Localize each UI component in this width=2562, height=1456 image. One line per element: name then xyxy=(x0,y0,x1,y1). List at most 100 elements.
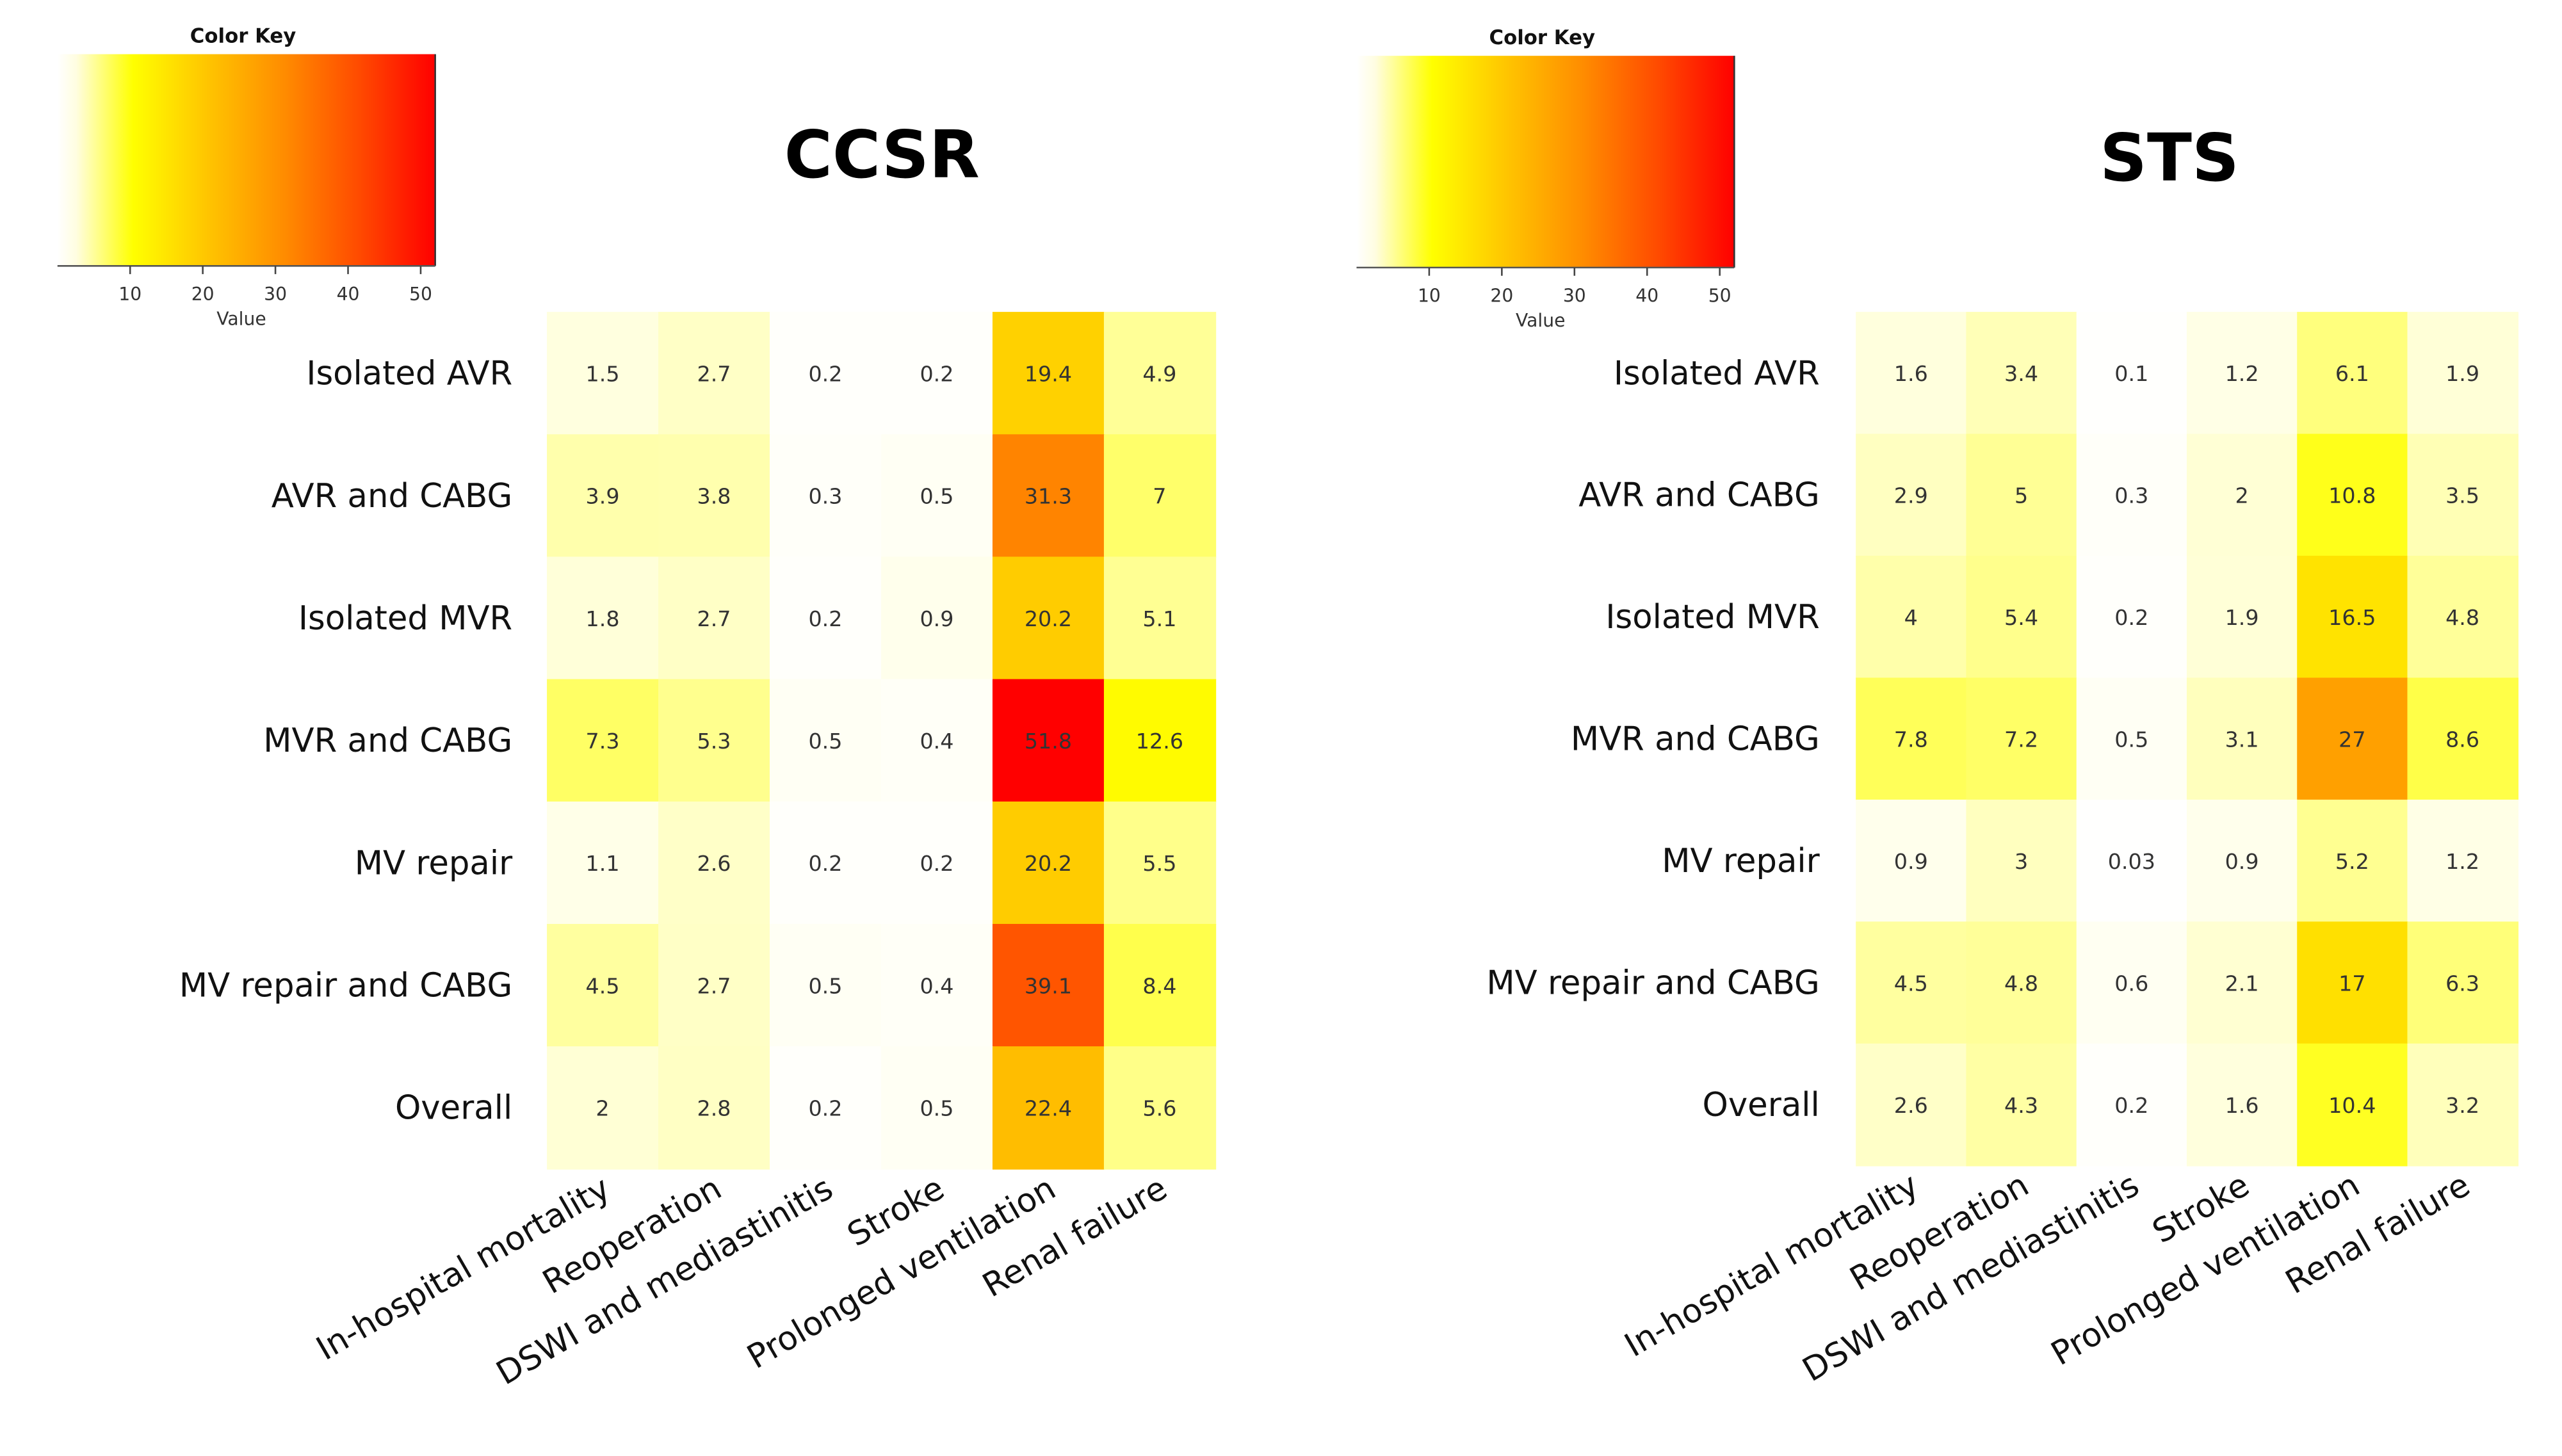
cell-value: 0.4 xyxy=(920,729,953,754)
color-key-title: Color Key xyxy=(1489,26,1596,49)
cell-value: 7.3 xyxy=(586,729,620,754)
heatmap-cell xyxy=(2297,799,2408,923)
cell-value: 2 xyxy=(596,1096,609,1121)
heatmap-cell xyxy=(1856,1043,1967,1167)
heatmap-cell xyxy=(992,556,1105,680)
cell-value: 27 xyxy=(2339,727,2365,752)
cell-value: 19.4 xyxy=(1025,362,1072,387)
cell-value: 7 xyxy=(1153,484,1166,509)
cell-value: 39.1 xyxy=(1025,973,1072,998)
heatmap-cell xyxy=(547,679,660,803)
row-label: MV repair and CABG xyxy=(1486,964,1819,1003)
heatmap-cell xyxy=(1856,921,1967,1045)
heatmap-cell xyxy=(2186,921,2298,1045)
heatmap-cell xyxy=(2076,677,2188,801)
heatmap-cell xyxy=(1966,555,2077,679)
heatmap-cell xyxy=(1103,923,1217,1048)
chart-title: STS xyxy=(2100,120,2239,197)
heatmap-cell xyxy=(1103,312,1217,435)
heatmap-cell xyxy=(1966,677,2077,801)
cell-value: 6.3 xyxy=(2445,971,2479,996)
heatmap-cell xyxy=(658,312,771,435)
heatmap-cell xyxy=(547,801,660,925)
heatmap-cell xyxy=(880,434,994,558)
cell-value: 5.2 xyxy=(2335,849,2369,874)
heatmap-cell xyxy=(2297,1043,2408,1167)
cell-value: 1.2 xyxy=(2225,361,2259,386)
heatmap-cell xyxy=(992,434,1105,558)
cell-value: 3.4 xyxy=(2004,361,2038,386)
cell-value: 20.2 xyxy=(1025,851,1072,876)
cell-value: 10.4 xyxy=(2328,1093,2376,1118)
heatmap-cell xyxy=(2407,433,2519,557)
cell-value: 0.9 xyxy=(1894,849,1928,874)
heatmap-cell xyxy=(658,923,771,1048)
heatmap-cell xyxy=(1966,433,2077,557)
heatmap-cell xyxy=(992,1046,1105,1170)
heatmap-cell xyxy=(2297,921,2408,1045)
heatmap-cell xyxy=(2186,1043,2298,1167)
column-label: Renal failure xyxy=(2279,1166,2476,1302)
cell-value: 8.6 xyxy=(2445,727,2479,752)
cell-value: 0.9 xyxy=(2225,849,2259,874)
heatmap-cell xyxy=(1966,799,2077,923)
heatmap-cell xyxy=(2297,677,2408,801)
heatmap-cell xyxy=(2297,312,2408,435)
heatmap-cell xyxy=(2407,799,2519,923)
row-label: MV repair xyxy=(355,844,513,882)
cell-value: 0.2 xyxy=(920,362,953,387)
heatmap-cell xyxy=(2297,555,2408,679)
cell-value: 17 xyxy=(2339,971,2365,996)
row-label: AVR and CABG xyxy=(272,477,512,515)
cell-value: 0.1 xyxy=(2114,361,2148,386)
cell-value: 5.3 xyxy=(697,729,731,754)
cell-value: 5.6 xyxy=(1142,1096,1176,1121)
cell-value: 12.6 xyxy=(1136,729,1183,754)
cell-value: 5.5 xyxy=(1142,851,1176,876)
color-key-tick-label: 20 xyxy=(191,284,215,305)
heatmap-cell xyxy=(1103,679,1217,803)
cell-value: 0.03 xyxy=(2108,849,2155,874)
cell-value: 1.5 xyxy=(586,362,620,387)
heatmap-cell xyxy=(2407,921,2519,1045)
cell-value: 2.7 xyxy=(697,362,731,387)
row-label: Overall xyxy=(395,1089,512,1128)
cell-value: 51.8 xyxy=(1025,729,1072,754)
cell-value: 0.2 xyxy=(2114,1093,2148,1118)
color-key-tick-label: 30 xyxy=(264,284,287,305)
heatmap-cell xyxy=(2186,555,2298,679)
row-label: MVR and CABG xyxy=(263,722,512,760)
color-key-tick-label: 30 xyxy=(1563,286,1586,307)
heatmap-cell xyxy=(658,679,771,803)
cell-value: 20.2 xyxy=(1025,606,1072,631)
heatmap-cell xyxy=(547,556,660,680)
heatmap-cell xyxy=(770,556,882,680)
heatmap-cell xyxy=(1856,312,1967,435)
row-label: AVR and CABG xyxy=(1578,476,1819,515)
heatmap-cell xyxy=(770,434,882,558)
cell-value: 1.9 xyxy=(2225,605,2259,630)
cell-value: 5.4 xyxy=(2004,605,2038,630)
heatmap-cell xyxy=(770,679,882,803)
cell-value: 0.5 xyxy=(920,484,953,509)
cell-value: 0.5 xyxy=(808,973,842,998)
cell-value: 0.6 xyxy=(2114,971,2148,996)
ccsr-panel: Color Key 10 20 30 40 50 Value CCSR 1.5 2.7 0.2 0.2… xyxy=(57,25,1217,1393)
heatmap-cell xyxy=(880,1046,994,1170)
cell-value: 2.8 xyxy=(697,1096,731,1121)
row-label: Overall xyxy=(1702,1086,1819,1124)
cell-value: 0.3 xyxy=(808,484,842,509)
cell-value: 1.8 xyxy=(586,606,620,631)
heatmap-cell xyxy=(1856,677,1967,801)
heatmap-cell xyxy=(2076,1043,2188,1167)
color-key-tick-label: 40 xyxy=(337,284,360,305)
color-key-tick-label: 50 xyxy=(409,284,432,305)
color-key-gradient xyxy=(1356,56,1735,268)
cell-value: 0.2 xyxy=(808,1096,842,1121)
heatmap-cell xyxy=(2186,433,2298,557)
cell-value: 7.8 xyxy=(1894,727,1928,752)
heatmap-cell xyxy=(1103,556,1217,680)
cell-value: 1.9 xyxy=(2445,361,2479,386)
cell-value: 1.6 xyxy=(2225,1093,2259,1118)
cell-value: 3 xyxy=(2015,849,2028,874)
